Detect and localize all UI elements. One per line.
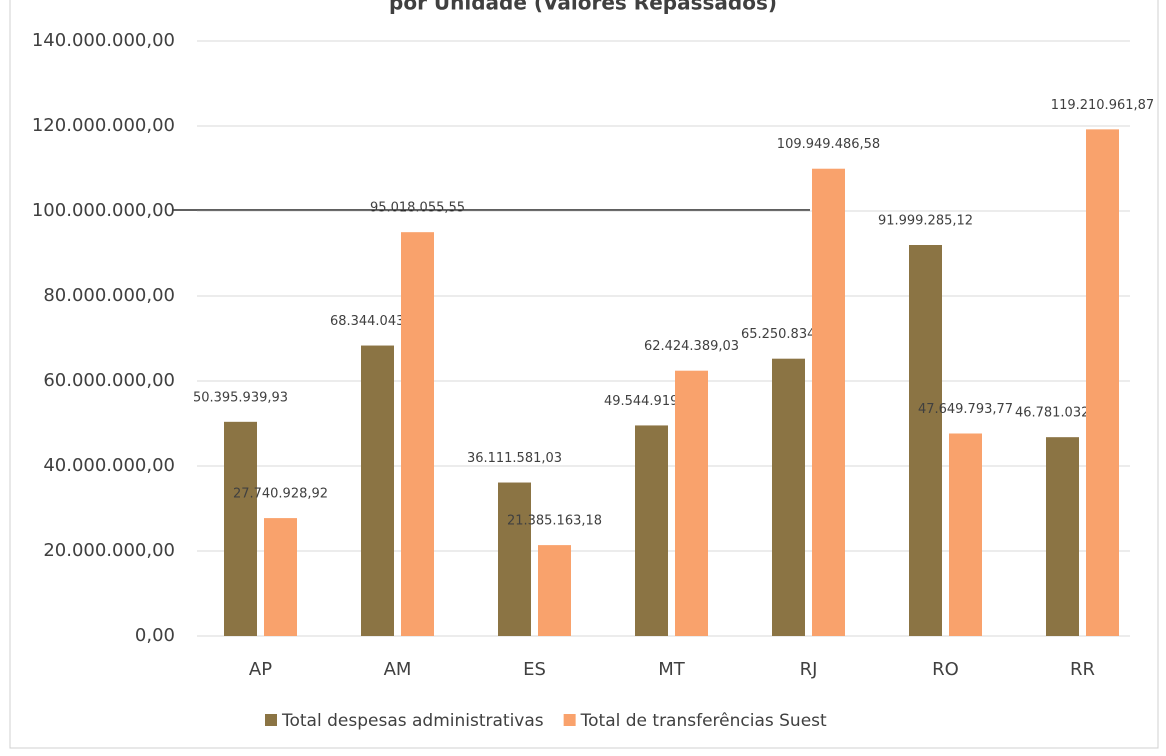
y-tick-label: 0,00 <box>135 625 175 646</box>
bar <box>812 168 845 637</box>
legend-swatch <box>265 714 277 726</box>
y-tick-label: 100.000.000,00 <box>32 200 175 221</box>
bar <box>498 482 531 636</box>
bar <box>635 425 668 636</box>
bar <box>949 433 982 636</box>
bar <box>401 232 434 636</box>
bar <box>909 245 942 636</box>
x-tick-label: RO <box>932 659 959 680</box>
bar <box>538 545 571 636</box>
x-tick-label: AP <box>249 659 272 680</box>
y-tick-label: 20.000.000,00 <box>43 540 175 561</box>
x-tick-label: RR <box>1070 659 1095 680</box>
x-tick-label: AM <box>384 659 412 680</box>
value-label: 109.949.486,58 <box>777 137 880 152</box>
value-label: 62.424.389,03 <box>644 339 739 354</box>
value-label: 27.740.928,92 <box>233 487 328 502</box>
value-label: 91.999.285,12 <box>878 214 973 229</box>
bar <box>1086 129 1119 637</box>
y-tick-label: 120.000.000,00 <box>32 115 175 136</box>
x-tick-label: MT <box>658 659 686 680</box>
value-label: 21.385.163,18 <box>507 514 602 529</box>
chart-title: por Unidade (Valores Repassados) <box>389 0 777 15</box>
y-tick-label: 140.000.000,00 <box>32 30 175 51</box>
x-tick-label: RJ <box>800 659 818 680</box>
value-label: 50.395.939,93 <box>193 390 288 405</box>
legend-label: Total despesas administrativas <box>281 711 544 731</box>
value-label: 36.111.581,03 <box>467 451 562 466</box>
x-tick-label: ES <box>523 659 546 680</box>
legend-swatch <box>563 714 576 726</box>
bar <box>772 358 805 636</box>
bar <box>1046 437 1079 636</box>
value-label: 47.649.793,77 <box>918 402 1013 417</box>
y-tick-label: 40.000.000,00 <box>43 455 175 476</box>
legend-label: Total de transferências Suest <box>580 711 827 731</box>
y-tick-label: 60.000.000,00 <box>43 370 175 391</box>
y-tick-label: 80.000.000,00 <box>43 285 175 306</box>
value-label: 95.018.055,55 <box>370 201 465 216</box>
bar <box>675 370 708 636</box>
bar <box>361 345 394 636</box>
bar <box>264 518 297 636</box>
value-label: 119.210.961,87 <box>1051 98 1154 113</box>
bar <box>224 421 257 636</box>
